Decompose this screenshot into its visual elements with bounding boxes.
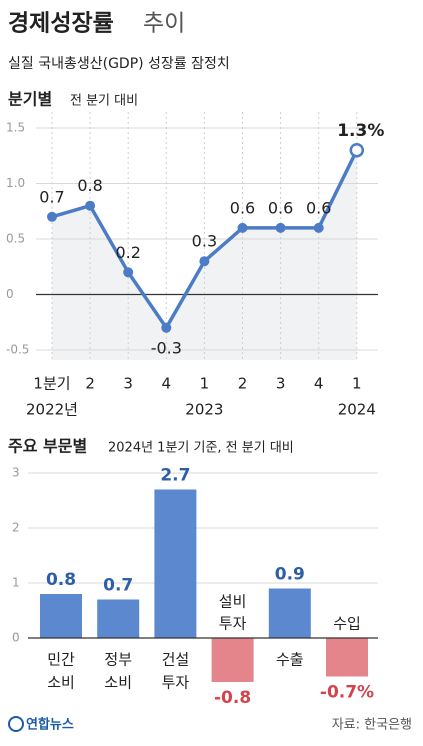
data-label: -0.7% — [320, 683, 374, 703]
data-label: 0.8 — [77, 176, 102, 195]
page: { "header": { "title": "경제성장률", "title_l… — [0, 0, 423, 746]
logo-text: 연합뉴스 — [26, 717, 74, 733]
x-tick-label: 소비 — [47, 674, 75, 692]
point — [85, 201, 95, 211]
x-tick-label: 수출 — [276, 651, 304, 669]
chart-title: 분기별 — [8, 90, 52, 109]
point — [199, 256, 209, 266]
y-tick-label: 0 — [12, 631, 20, 645]
data-label: 1.3% — [337, 121, 384, 141]
y-tick-label: 0.5 — [6, 232, 25, 246]
point — [314, 223, 324, 233]
y-tick-label: 1 — [12, 576, 20, 590]
x-tick-label: 정부 — [104, 651, 132, 669]
y-tick-label: 2 — [12, 521, 20, 535]
title-light: 추이 — [143, 11, 185, 37]
infographic: 경제성장률 추이 실질 국내총생산(GDP) 성장률 잠정치 분기별 전 분기 … — [0, 0, 423, 746]
x-tick-label: 투자 — [162, 674, 190, 692]
data-label: 0.3 — [192, 232, 217, 251]
year-label: 2024 — [338, 401, 376, 419]
x-tick-label: 4 — [314, 375, 324, 393]
y-tick-label: -0.5 — [6, 343, 29, 357]
point — [123, 267, 133, 277]
data-label: 0.2 — [115, 243, 140, 262]
y-tick-label: 0 — [6, 287, 14, 301]
data-label: 0.6 — [306, 198, 331, 217]
data-label: 0.7 — [103, 576, 133, 596]
point — [161, 323, 171, 333]
logo: 연합뉴스 — [9, 717, 74, 733]
y-tick-label: 1.5 — [6, 121, 25, 135]
chart-title: 주요 부문별 — [8, 437, 87, 456]
x-tick-label: 2 — [238, 375, 248, 393]
x-tick-label: 1 — [200, 375, 210, 393]
x-tick-label: 건설 — [162, 651, 190, 669]
y-tick-label: 1.0 — [6, 176, 25, 190]
x-tick-label: 수입 — [333, 615, 361, 633]
data-label: -0.3 — [151, 338, 182, 357]
bar — [154, 490, 196, 639]
year-label: 2023 — [185, 401, 223, 419]
chart-subtitle: 전 분기 대비 — [70, 94, 138, 109]
source: 자료: 한국은행 — [332, 717, 412, 733]
data-label: 0.9 — [275, 565, 305, 585]
x-tick-label: 설비 — [219, 593, 247, 611]
logo-icon — [9, 717, 23, 731]
subtitle: 실질 국내총생산(GDP) 성장률 잠정치 — [8, 56, 230, 72]
x-tick-label: 1 — [352, 375, 362, 393]
data-label: 0.7 — [39, 187, 64, 206]
point — [238, 223, 248, 233]
bar — [212, 638, 254, 682]
data-label: 0.6 — [230, 198, 255, 217]
year-label: 2022년 — [26, 401, 78, 419]
x-tick-label: 3 — [276, 375, 286, 393]
point — [351, 144, 363, 156]
bar — [40, 594, 82, 638]
x-tick-label: 2 — [85, 375, 95, 393]
data-label: 2.7 — [160, 466, 190, 486]
bar — [269, 589, 311, 639]
point — [47, 212, 57, 222]
point — [276, 223, 286, 233]
bar — [326, 638, 368, 677]
x-tick-label: 1분기 — [33, 375, 70, 393]
title: 경제성장률 — [8, 11, 114, 37]
data-label: 0.8 — [46, 570, 76, 590]
y-tick-label: 3 — [12, 466, 20, 480]
chart-subtitle: 2024년 1분기 기준, 전 분기 대비 — [108, 441, 294, 456]
data-label: 0.6 — [268, 198, 293, 217]
x-tick-label: 4 — [162, 375, 172, 393]
data-label: -0.8 — [214, 688, 251, 708]
x-tick-label: 민간 — [47, 651, 75, 669]
bar — [97, 600, 139, 639]
x-tick-label: 소비 — [104, 674, 132, 692]
x-tick-label: 3 — [123, 375, 133, 393]
x-tick-label: 투자 — [219, 615, 247, 633]
